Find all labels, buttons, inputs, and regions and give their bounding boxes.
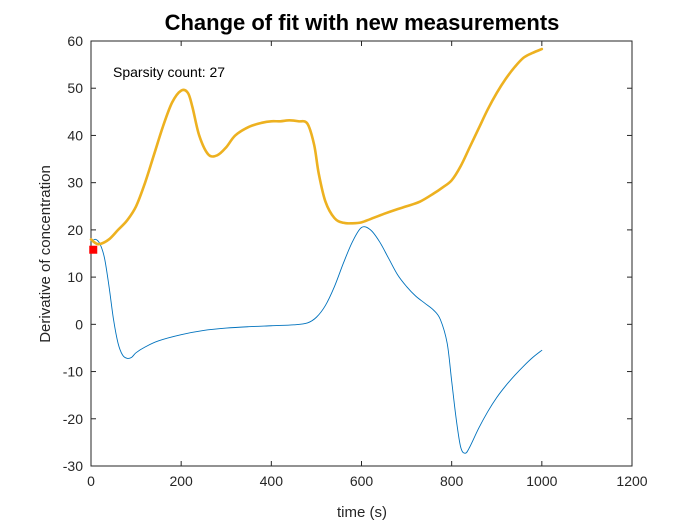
y-tick-label: -30 — [63, 458, 83, 474]
sparsity-annotation: Sparsity count: 27 — [113, 64, 225, 80]
y-tick-label: 50 — [67, 80, 83, 96]
y-axis-label: Derivative of concentration — [37, 165, 54, 343]
chart-title: Change of fit with new measurements — [165, 10, 560, 35]
x-tick-label: 800 — [440, 473, 464, 489]
y-tick-label: 10 — [67, 269, 83, 285]
series-line-2 — [89, 47, 544, 246]
plot-area — [90, 40, 633, 467]
x-tick-label: 1000 — [526, 473, 557, 489]
y-tick-label: 40 — [67, 127, 83, 143]
y-tick-label: 60 — [67, 33, 83, 49]
data-marker — [89, 245, 98, 254]
series-layer — [89, 47, 544, 454]
marker-layer — [89, 245, 98, 254]
y-tick-label: -10 — [63, 364, 83, 380]
x-tick-label: 200 — [169, 473, 193, 489]
x-tick-label: 0 — [87, 473, 95, 489]
y-tick-label: 30 — [67, 175, 83, 191]
x-tick-label: 400 — [260, 473, 284, 489]
y-tick-label: 0 — [75, 316, 83, 332]
x-tick-label: 600 — [350, 473, 374, 489]
x-tick-label: 1200 — [616, 473, 647, 489]
y-tick-label: 20 — [67, 222, 83, 238]
tick-layer: 0 200 400 600 800 1000 1200 -30 -20 -10 0 10 20 30 40 5… — [63, 33, 648, 489]
series-line-1 — [90, 226, 543, 454]
x-axis-label: time (s) — [337, 504, 387, 521]
y-tick-label: -20 — [63, 411, 83, 427]
